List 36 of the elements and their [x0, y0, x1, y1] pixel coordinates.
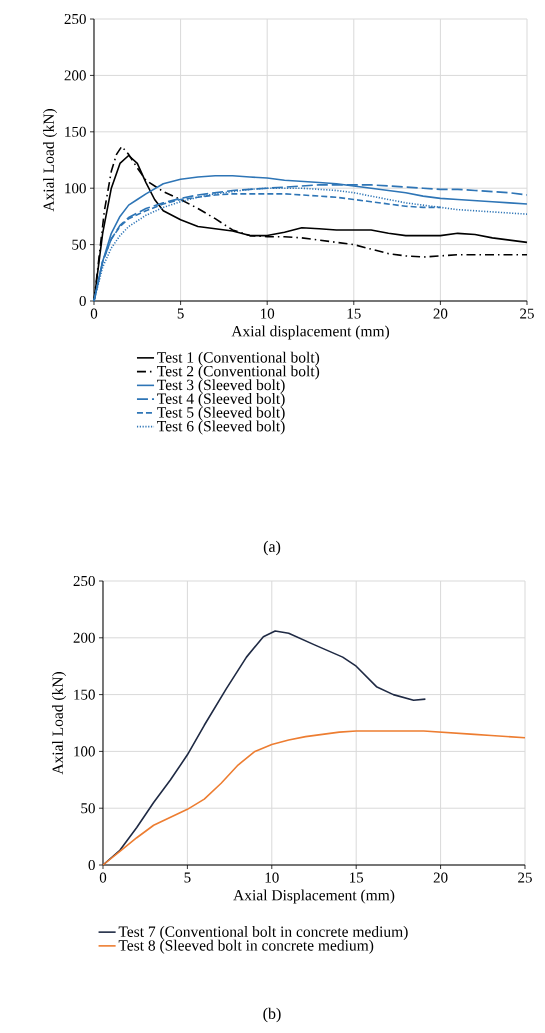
y-tick-label: 250 [64, 13, 86, 25]
y-tick-label: 200 [73, 632, 95, 643]
y-axis-title: Axial Load (kN) [43, 109, 58, 212]
x-tick-label: 25 [518, 872, 532, 883]
legend-label: Test 8 (Sleeved bolt in concrete medium) [118, 939, 374, 954]
legend-label: Test 4 (Sleeved bolt) [157, 393, 285, 408]
x-tick-label: 10 [265, 872, 279, 883]
y-tick-label: 250 [73, 575, 95, 587]
y-tick-label: 100 [65, 183, 86, 194]
x-tick-label: 0 [99, 872, 107, 883]
y-tick-label: 150 [74, 689, 95, 700]
x-axis-title: Axial displacement (mm) [231, 325, 390, 340]
legend-label: Test 6 (Sleeved bolt) [157, 420, 285, 435]
y-axis-title: Axial Load (kN) [52, 672, 67, 775]
y-tick-label: 50 [81, 803, 95, 814]
y-tick-label: 200 [64, 70, 86, 81]
legend-label: Test 5 (Sleeved bolt) [157, 406, 285, 421]
y-tick-label: 100 [74, 746, 95, 757]
x-tick-label: 15 [347, 308, 361, 319]
legend-label: Test 3 (Sleeved bolt) [157, 379, 285, 394]
x-tick-label: 5 [184, 872, 191, 883]
y-tick-label: 0 [79, 295, 86, 307]
x-tick-label: 15 [350, 872, 364, 883]
legend-label: Test 1 (Conventional bolt) [157, 351, 320, 366]
y-tick-label: 0 [88, 859, 95, 871]
x-tick-label: 25 [520, 308, 534, 319]
y-tick-label: 150 [65, 126, 86, 137]
legend-label: Test 2 (Conventional bolt) [157, 365, 320, 380]
x-tick-label: 5 [177, 308, 184, 319]
x-tick-label: 10 [261, 308, 275, 319]
x-axis-title: Axial Displacement (mm) [233, 889, 395, 904]
y-tick-label: 50 [72, 239, 86, 250]
x-tick-label: 20 [433, 308, 448, 319]
text: (a) [263, 540, 281, 556]
text: (b) [263, 1007, 281, 1023]
x-tick-label: 20 [433, 872, 448, 883]
